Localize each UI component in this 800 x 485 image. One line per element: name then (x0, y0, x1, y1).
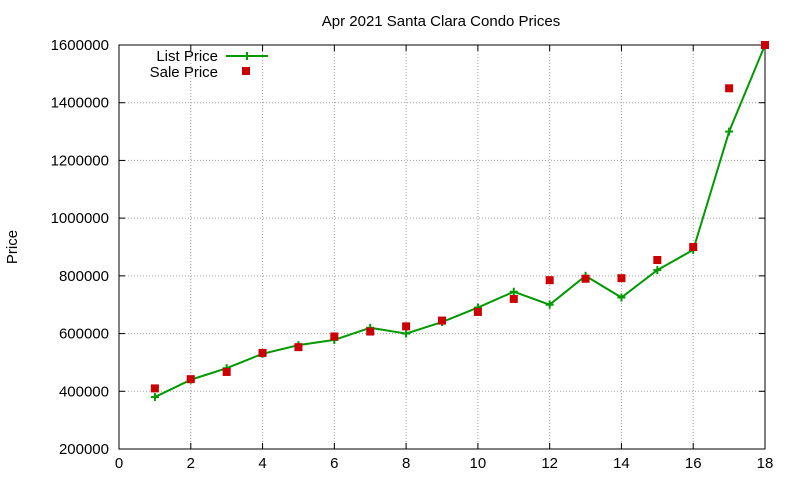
legend-label-sale-price: Sale Price (150, 64, 218, 81)
y-tick-label: 600000 (59, 326, 109, 343)
sale-price-point (725, 84, 734, 93)
x-tick-label: 12 (541, 455, 558, 472)
sale-price-point (222, 367, 231, 376)
legend-marker-list-price (243, 52, 251, 60)
sale-price-point (689, 243, 698, 251)
sale-price-point (186, 375, 195, 384)
sale-price-point (473, 307, 482, 316)
x-tick-label: 14 (613, 455, 630, 472)
list-price-point (617, 293, 626, 302)
axis-ticks: 0 2 4 6 8 10 12 14 16 18 200000 400000 600000 800000 1… (51, 37, 774, 472)
chart-title: Apr 2021 Santa Clara Condo Prices (322, 13, 560, 30)
sale-price-point (330, 332, 339, 341)
plot-frame (118, 44, 766, 450)
x-tick-label: 10 (470, 455, 487, 472)
sale-price-point (509, 294, 518, 303)
x-tick-label: 4 (258, 455, 266, 472)
y-tick-label: 1000000 (51, 210, 109, 227)
y-tick-label: 800000 (59, 268, 109, 285)
x-tick-label: 0 (115, 455, 123, 472)
x-tick-label: 18 (757, 455, 774, 472)
list-price-point (725, 127, 734, 136)
sale-price-point (653, 255, 662, 264)
y-tick-label: 400000 (59, 383, 109, 400)
y-tick-label: 1600000 (51, 37, 109, 54)
sale-price-point (366, 327, 375, 336)
legend: List Price Sale Price (150, 48, 268, 81)
y-tick-label: 200000 (59, 441, 109, 458)
y-axis-label: Price (4, 230, 21, 264)
legend-label-list-price: List Price (156, 48, 218, 65)
sale-price-point (761, 41, 769, 49)
sale-price-point (545, 276, 554, 285)
sale-price-point (294, 343, 303, 352)
series (150, 41, 769, 402)
x-tick-label: 6 (330, 455, 338, 472)
sale-price-point (150, 384, 159, 393)
list-price-point (653, 266, 662, 275)
sale-price-point (258, 348, 267, 357)
sale-price-point (617, 274, 626, 283)
y-tick-label: 1200000 (51, 152, 109, 169)
x-tick-label: 2 (187, 455, 195, 472)
y-tick-label: 1400000 (51, 95, 109, 112)
x-tick-label: 8 (402, 455, 410, 472)
legend-marker-sale-price (242, 67, 250, 75)
list-price-point (509, 287, 518, 296)
x-tick-label: 16 (685, 455, 702, 472)
grid (119, 45, 765, 449)
list-price-point (150, 393, 159, 402)
list-price-point (402, 329, 411, 338)
list-price-point (545, 300, 554, 309)
sale-price-point (438, 316, 446, 325)
sale-price-point (581, 274, 590, 283)
list-price-line (154, 44, 766, 398)
sale-price-point (402, 322, 411, 331)
